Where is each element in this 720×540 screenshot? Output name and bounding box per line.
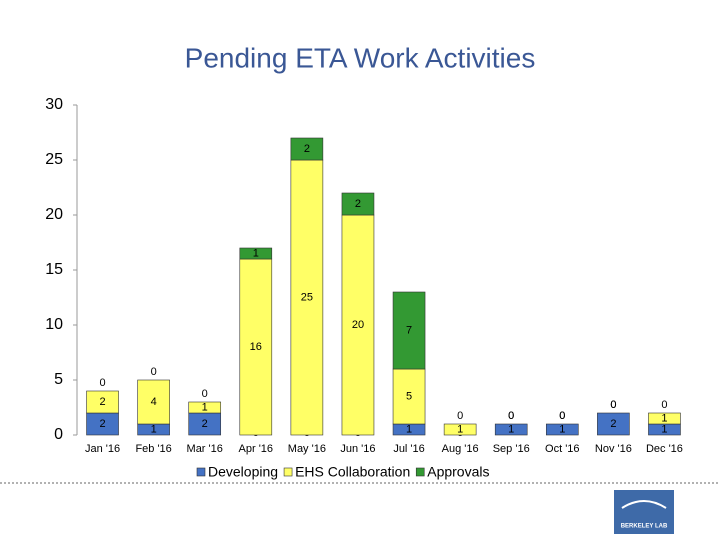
x-tick-label: Oct '16 bbox=[545, 443, 580, 455]
legend-label: Developing bbox=[208, 464, 278, 480]
bar-segment bbox=[290, 159, 324, 436]
bar-segment bbox=[597, 412, 630, 436]
value-label: 0 bbox=[202, 388, 208, 400]
x-tick-label: Sep '16 bbox=[493, 443, 530, 455]
bar-segment bbox=[341, 192, 375, 216]
x-tick-label: Jul '16 bbox=[393, 443, 424, 455]
value-label: 0 bbox=[559, 410, 565, 422]
value-label: 0 bbox=[99, 377, 105, 389]
y-tick-label: 0 bbox=[54, 426, 63, 443]
legend-label: Approvals bbox=[427, 464, 489, 480]
value-label: 0 bbox=[559, 410, 565, 422]
value-label: 0 bbox=[508, 410, 514, 422]
x-tick-label: Nov '16 bbox=[595, 443, 632, 455]
bar-segment bbox=[341, 214, 375, 436]
value-label: 2 bbox=[355, 198, 361, 210]
y-tick-label: 30 bbox=[45, 96, 63, 113]
bar-segment bbox=[648, 412, 681, 425]
logo: BERKELEY LAB bbox=[614, 490, 674, 534]
value-label: 20 bbox=[352, 319, 364, 331]
value-label: 0 bbox=[457, 410, 463, 422]
logo-text: BERKELEY LAB bbox=[621, 524, 668, 530]
value-label: 2 bbox=[610, 418, 616, 430]
bar-segment bbox=[545, 423, 579, 436]
value-label: 0 bbox=[508, 410, 514, 422]
x-tick-label: Jun '16 bbox=[340, 443, 375, 455]
y-tick-label: 25 bbox=[45, 151, 63, 168]
value-label: 0 bbox=[610, 399, 616, 411]
value-label: 1 bbox=[661, 423, 667, 435]
x-tick-label: Mar '16 bbox=[187, 443, 223, 455]
bar-segment bbox=[290, 137, 324, 161]
x-tick-label: Apr '16 bbox=[239, 443, 274, 455]
value-label: 5 bbox=[406, 390, 412, 402]
y-tick-label: 20 bbox=[45, 206, 63, 223]
bar-segment bbox=[188, 401, 222, 414]
value-label: 2 bbox=[99, 418, 105, 430]
value-label: 1 bbox=[559, 423, 565, 435]
x-tick-label: Feb '16 bbox=[135, 443, 171, 455]
x-tick-label: Aug '16 bbox=[442, 443, 479, 455]
bar-segment bbox=[86, 390, 119, 414]
bar-segment bbox=[443, 423, 477, 436]
value-label: 25 bbox=[301, 291, 313, 303]
value-label: 1 bbox=[202, 401, 208, 413]
value-label: 1 bbox=[253, 247, 259, 259]
logo-box bbox=[614, 490, 674, 534]
value-label: 1 bbox=[457, 423, 463, 435]
value-label: 1 bbox=[151, 423, 157, 435]
value-label: 2 bbox=[202, 418, 208, 430]
logo-arc bbox=[621, 500, 667, 509]
value-label: 7 bbox=[406, 324, 412, 336]
x-tick-label: Dec '16 bbox=[646, 443, 683, 455]
value-label: 0 bbox=[661, 399, 667, 411]
legend-swatch bbox=[415, 467, 425, 477]
value-label: 16 bbox=[250, 341, 262, 353]
value-label: 4 bbox=[151, 396, 157, 408]
bar-segment bbox=[392, 368, 426, 425]
x-tick-label: May '16 bbox=[288, 443, 326, 455]
value-label: 1 bbox=[406, 423, 412, 435]
legend-swatch bbox=[196, 467, 206, 477]
chart-title: Pending ETA Work Activities bbox=[185, 42, 536, 73]
legend-label: EHS Collaboration bbox=[295, 464, 410, 480]
bar-segment bbox=[392, 291, 426, 370]
x-tick-label: Jan '16 bbox=[85, 443, 120, 455]
bar-segment bbox=[239, 247, 273, 260]
bar-segment bbox=[137, 379, 170, 425]
value-label: 0 bbox=[151, 366, 157, 378]
y-tick-label: 10 bbox=[45, 316, 63, 333]
y-tick-label: 5 bbox=[54, 371, 63, 388]
y-tick-label: 15 bbox=[45, 261, 63, 278]
legend-swatch bbox=[283, 467, 293, 477]
bar-segment bbox=[494, 423, 528, 436]
bar-segment bbox=[239, 258, 273, 436]
value-label: 1 bbox=[508, 423, 514, 435]
value-label: 0 bbox=[610, 399, 616, 411]
value-label: 1 bbox=[661, 412, 667, 424]
value-label: 2 bbox=[304, 143, 310, 155]
value-label: 2 bbox=[99, 396, 105, 408]
